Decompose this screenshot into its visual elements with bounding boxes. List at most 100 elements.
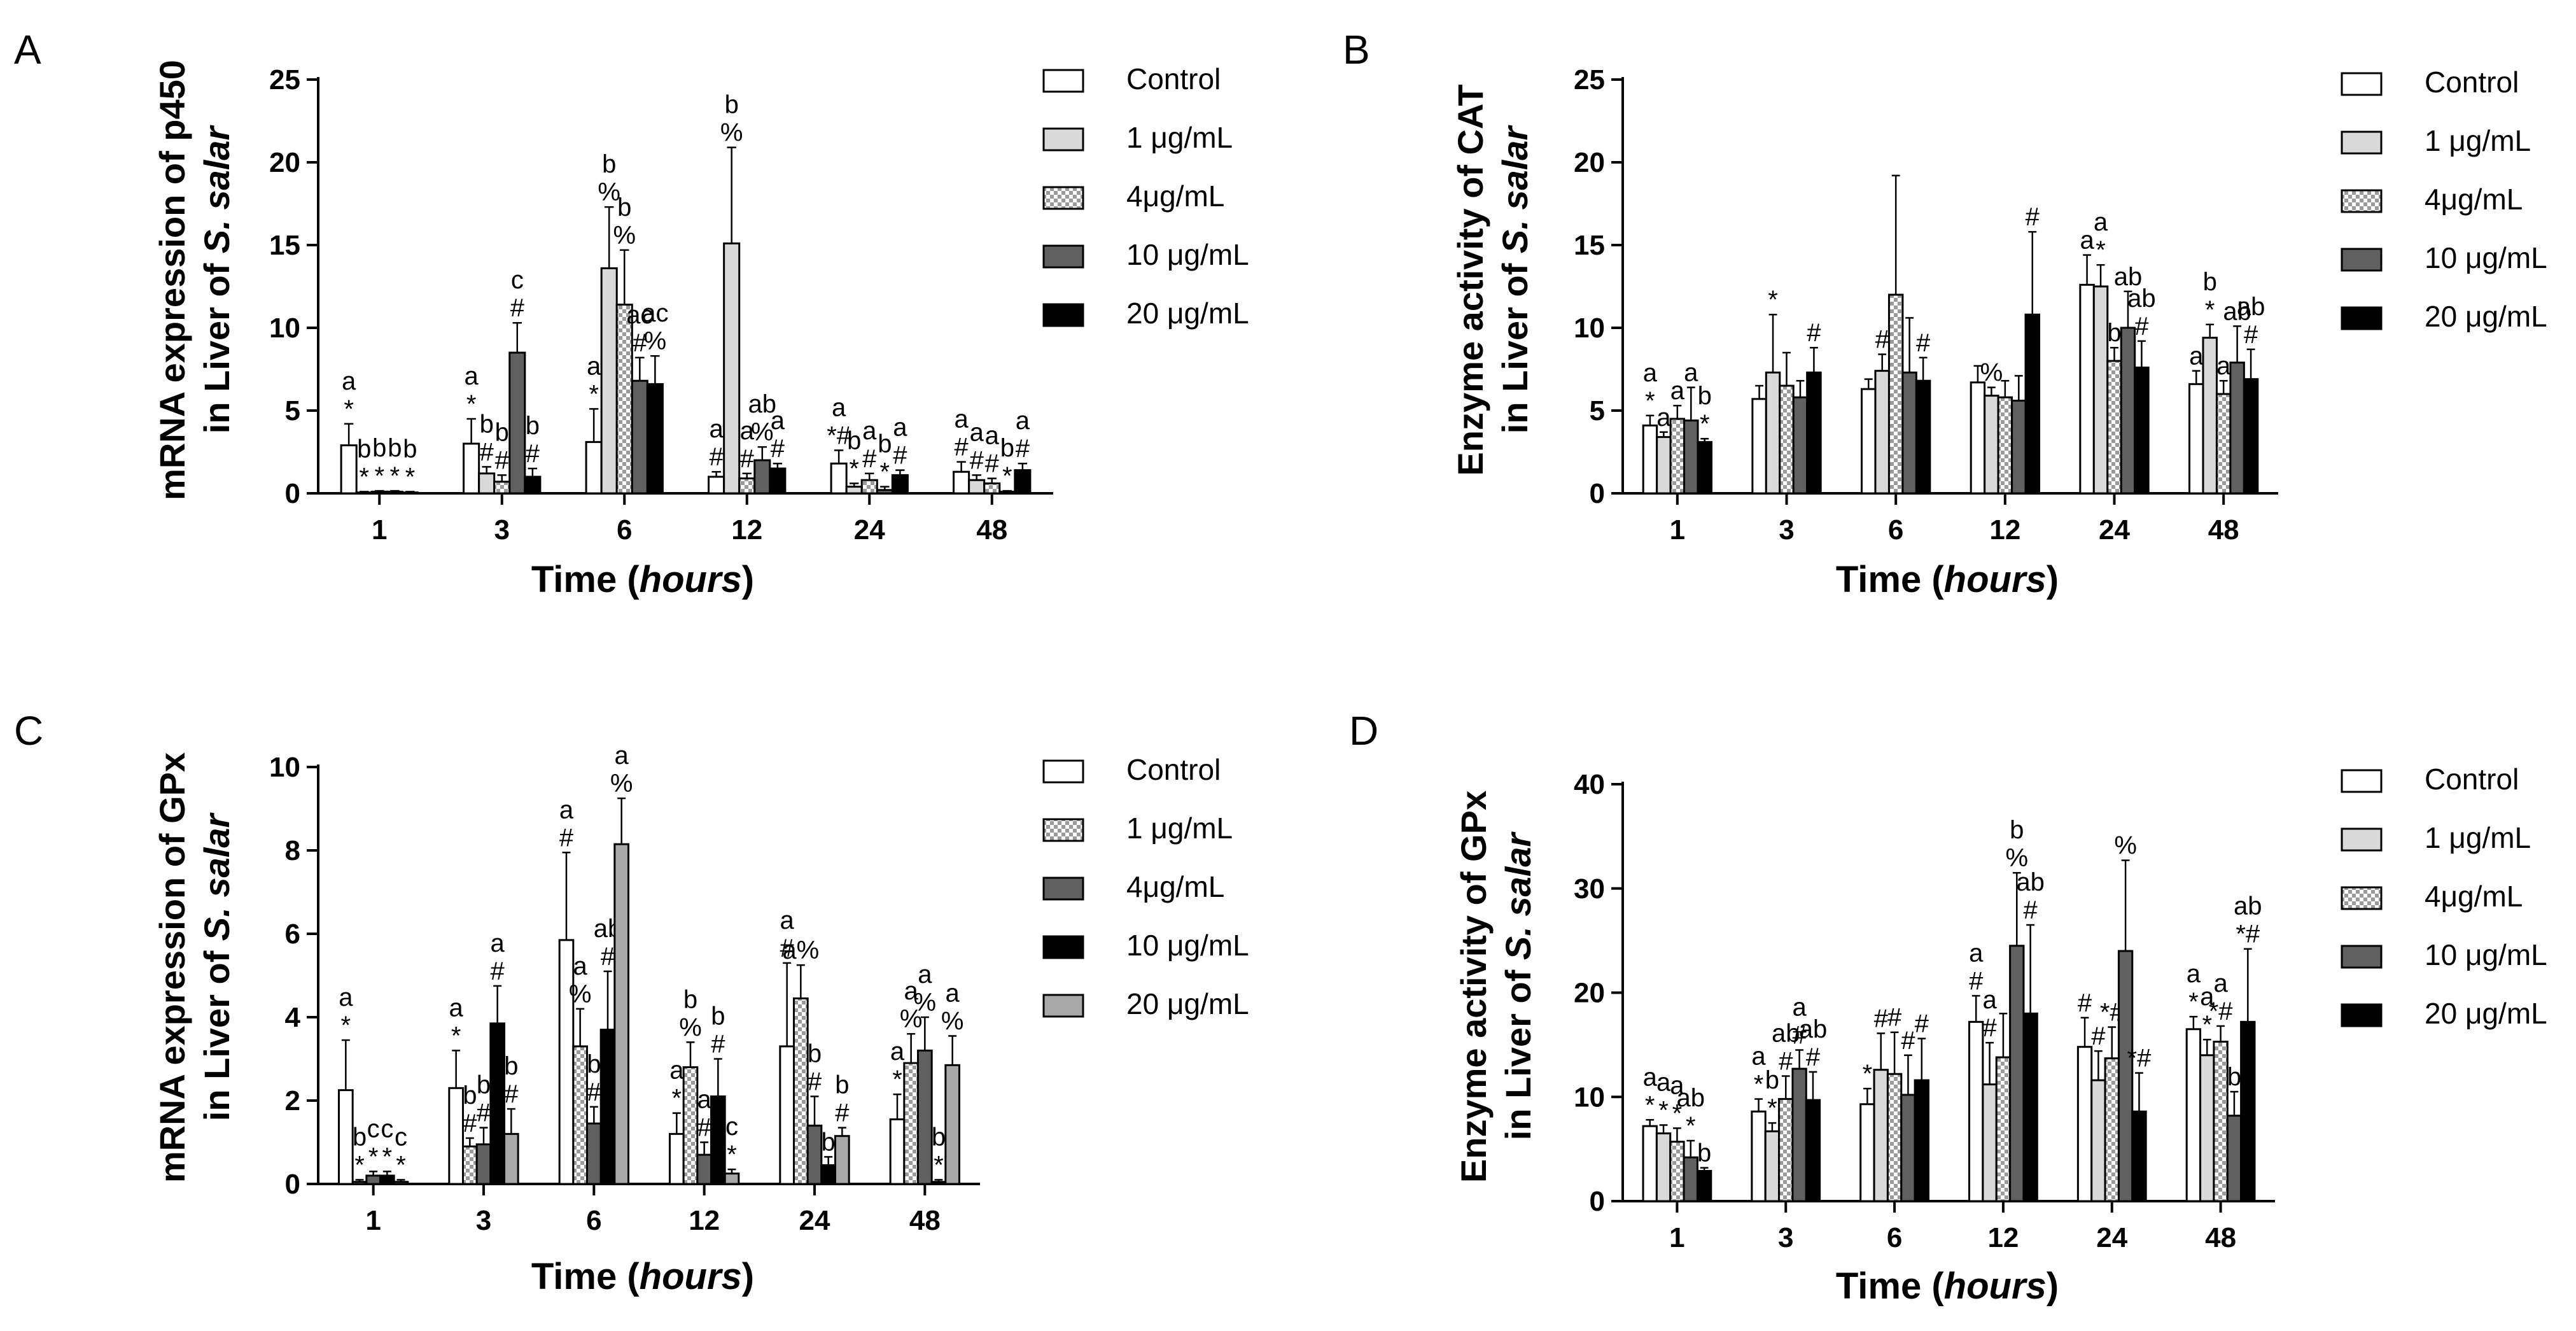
bar-4-g-ml-12 <box>738 477 756 495</box>
significance-letter: a <box>1656 404 1671 432</box>
bar-control-24 <box>2079 283 2095 495</box>
significance-symbol: # <box>463 1109 477 1137</box>
significance-letter: a <box>862 417 877 445</box>
legend-swatch <box>2341 248 2383 272</box>
bar-1-g-ml-3 <box>1765 371 1781 495</box>
significance-letter: b <box>357 435 371 463</box>
bar-control-1 <box>1642 424 1658 495</box>
legend-swatch <box>1042 935 1084 959</box>
significance-symbol: * <box>880 458 890 486</box>
x-tick-label: 3 <box>476 1205 491 1236</box>
significance-letter: a <box>2189 342 2204 370</box>
bar-10-g-ml-3 <box>489 1022 505 1185</box>
significance-symbol: # <box>2134 313 2149 341</box>
x-axis-title-suffix: ) <box>742 1256 754 1297</box>
significance-letter: a <box>1016 407 1030 435</box>
significance-symbol: *# <box>827 421 851 449</box>
bar-1-g-ml-48 <box>903 1062 920 1185</box>
significance-symbol: * <box>396 1151 406 1179</box>
bar-20-g-ml-1 <box>1697 440 1712 495</box>
bar-10-g-ml-1 <box>1683 1156 1698 1202</box>
bar-20-g-ml-6 <box>1914 1079 1929 1202</box>
bar-10-g-ml-48 <box>998 490 1016 495</box>
y-tick-label: 0 <box>1590 1186 1605 1217</box>
bar-10-g-ml-12 <box>710 1095 726 1185</box>
x-tick-label: 24 <box>799 1205 830 1236</box>
bar-10-g-ml-6 <box>631 379 648 495</box>
bar-10-g-ml-1 <box>386 490 403 495</box>
significance-symbol: # <box>1875 326 1890 354</box>
significance-symbol: # <box>711 1031 725 1059</box>
significance-letter: a <box>771 407 785 435</box>
bar-20-g-ml-12 <box>769 467 787 495</box>
bar-1-g-ml-12 <box>1982 1083 1998 1202</box>
significance-symbol: * <box>382 1143 393 1171</box>
bar-1-g-ml-24 <box>793 997 809 1185</box>
significance-symbol: * <box>451 1022 461 1050</box>
bar-control-6 <box>1861 388 1877 495</box>
bar-10-g-ml-24 <box>2120 327 2136 495</box>
bar-10-g-ml-24 <box>876 489 893 495</box>
bar-20-g-ml-24 <box>2134 366 2150 495</box>
legend-swatch <box>2341 189 2383 213</box>
significance-symbol: # <box>808 1067 822 1095</box>
bar-control-48 <box>2188 383 2204 495</box>
bar-control-12 <box>1968 1020 1984 1202</box>
significance-symbol: # <box>970 446 984 474</box>
y-axis-title-species: S. salar <box>1495 125 1535 253</box>
significance-letter: a <box>1656 1068 1671 1096</box>
x-axis-title-suffix: ) <box>742 559 754 600</box>
significance-symbol: * <box>1645 387 1655 415</box>
x-tick-label: 12 <box>1987 1222 2019 1253</box>
significance-letter: b <box>2010 816 2024 844</box>
x-tick-label: 48 <box>2205 1222 2236 1253</box>
significance-letter: a <box>740 417 755 445</box>
significance-symbol: # <box>1969 967 1984 995</box>
significance-symbol: * <box>589 380 599 408</box>
y-tick-label: 25 <box>269 64 300 95</box>
significance-letter: ab <box>2127 285 2156 313</box>
bar-control-3 <box>1751 398 1767 495</box>
bar-4-g-ml-48 <box>983 482 1001 495</box>
bar-1-g-ml-6 <box>600 267 618 495</box>
legend-swatch <box>1042 877 1084 901</box>
significance-letter: b <box>372 434 386 462</box>
bar-control-12 <box>708 475 725 495</box>
x-axis-title-prefix: Time ( <box>531 559 640 600</box>
significance-letter: ab <box>1677 1084 1705 1112</box>
significance-symbol: # <box>862 445 877 473</box>
bar-10-g-ml-12 <box>2011 399 2027 495</box>
significance-symbol: # <box>771 435 785 463</box>
legend-label: 1 μg/mL <box>2425 124 2531 157</box>
bar-4-g-ml-1 <box>1669 1141 1685 1202</box>
significance-symbol: # <box>985 450 1000 478</box>
significance-symbol: % <box>941 1007 964 1035</box>
significance-letter: b <box>1698 382 1712 410</box>
significance-symbol: # <box>480 438 494 466</box>
significance-symbol: * <box>849 454 859 482</box>
bar-4-g-ml-24 <box>2104 1057 2120 1202</box>
significance-letter: a <box>2094 208 2108 236</box>
x-tick-label: 3 <box>1779 514 1794 546</box>
significance-symbol: % <box>900 1005 923 1033</box>
significance-symbol: # <box>2091 1022 2106 1050</box>
significance-letter: ab <box>748 390 777 418</box>
bar-4-g-ml-6 <box>615 304 633 495</box>
x-axis-title: Time (hours) <box>531 559 754 600</box>
significance-letter: b <box>602 150 616 178</box>
bar-20-g-ml-3 <box>1805 1099 1821 1202</box>
bar-control-48 <box>953 470 970 495</box>
significance-letter: b <box>808 1039 822 1067</box>
significance-letter: ac <box>641 299 668 327</box>
significance-letter: b <box>1697 1139 1711 1167</box>
significance-letter: a% <box>782 936 819 964</box>
bar-1-g-ml-6 <box>1873 1069 1889 1202</box>
x-axis-title-unit: hours <box>1944 1265 2047 1307</box>
bar-control-24 <box>2076 1046 2093 1202</box>
significance-symbol: # <box>955 433 969 461</box>
bar-10-g-ml-12 <box>2009 945 2025 1202</box>
significance-letter: b <box>683 985 697 1013</box>
y-axis-title: Enzyme activity of GPx in Liver of S. sal… <box>1453 791 1538 1183</box>
legend-swatch <box>1042 186 1084 210</box>
